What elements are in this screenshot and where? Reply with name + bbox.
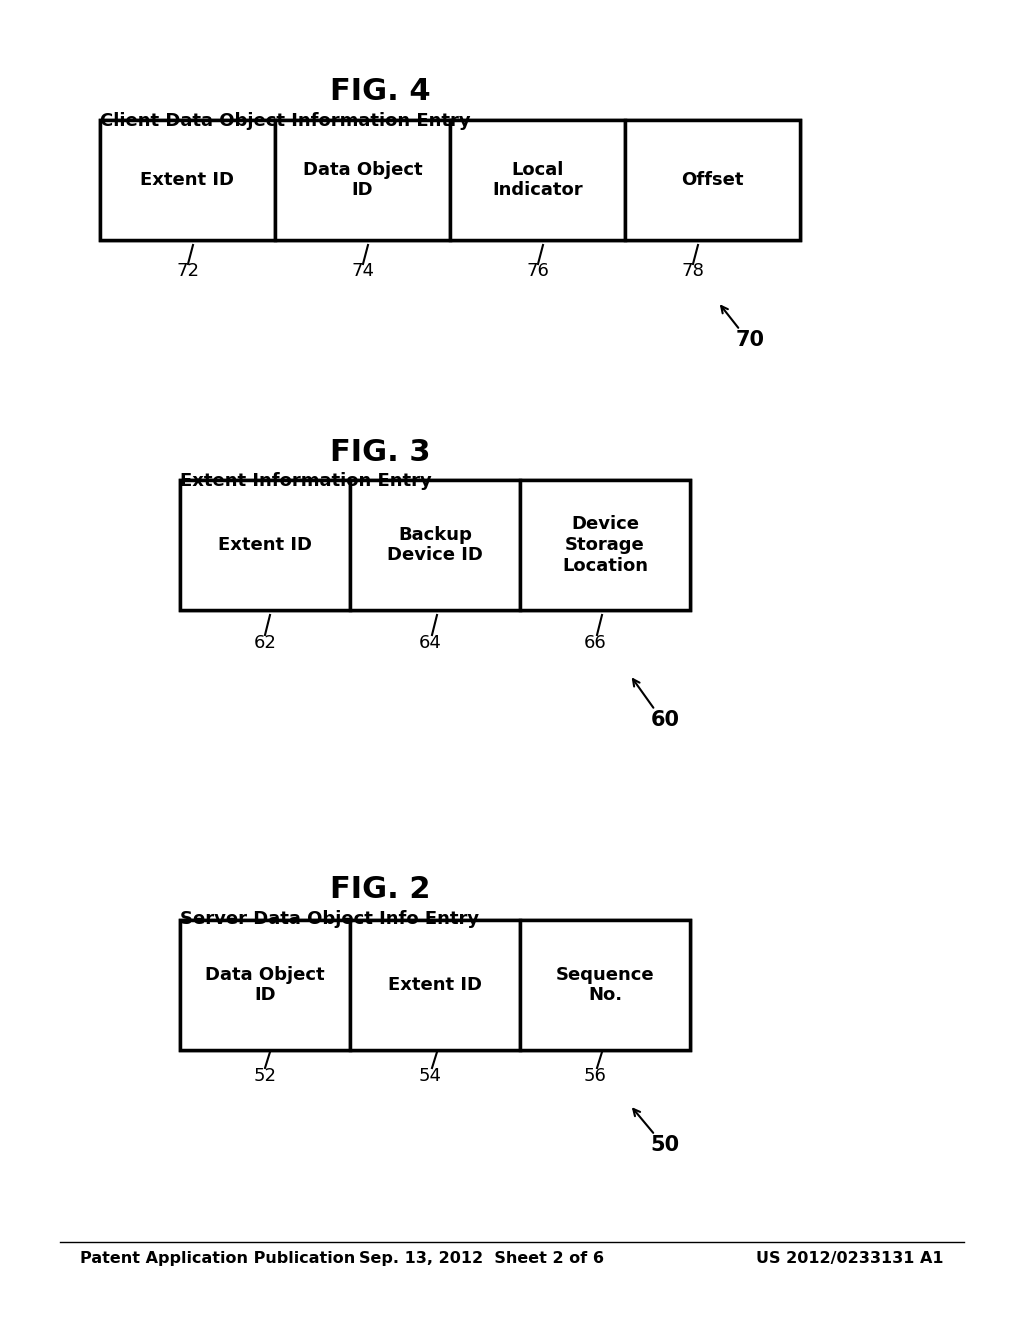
Text: Offset: Offset: [681, 172, 743, 189]
Bar: [100, 120, 275, 240]
Text: 50: 50: [650, 1135, 680, 1155]
Bar: [180, 480, 350, 610]
Text: 66: 66: [584, 634, 606, 652]
Text: 70: 70: [735, 330, 765, 350]
Text: Extent ID: Extent ID: [140, 172, 234, 189]
Bar: [350, 480, 520, 610]
Text: 54: 54: [419, 1067, 441, 1085]
Bar: [450, 120, 625, 240]
Bar: [180, 920, 350, 1049]
Text: Sep. 13, 2012  Sheet 2 of 6: Sep. 13, 2012 Sheet 2 of 6: [358, 1250, 604, 1266]
Text: 76: 76: [526, 261, 550, 280]
Text: FIG. 4: FIG. 4: [330, 77, 430, 106]
Text: Patent Application Publication: Patent Application Publication: [80, 1250, 355, 1266]
Text: Device
Storage
Location: Device Storage Location: [562, 515, 648, 574]
Text: Data Object
ID: Data Object ID: [205, 966, 325, 1005]
Text: 74: 74: [351, 261, 375, 280]
Text: Extent ID: Extent ID: [388, 975, 482, 994]
Bar: [275, 120, 450, 240]
Text: 52: 52: [254, 1067, 276, 1085]
Text: Local
Indicator: Local Indicator: [493, 161, 583, 199]
Text: US 2012/0233131 A1: US 2012/0233131 A1: [757, 1250, 944, 1266]
Bar: [520, 920, 690, 1049]
Text: 72: 72: [176, 261, 200, 280]
Text: Backup
Device ID: Backup Device ID: [387, 525, 483, 565]
Text: Sequence
No.: Sequence No.: [556, 966, 654, 1005]
Text: FIG. 2: FIG. 2: [330, 875, 430, 904]
Text: 78: 78: [682, 261, 705, 280]
Text: 60: 60: [650, 710, 680, 730]
Bar: [180, 480, 690, 610]
Bar: [520, 480, 690, 610]
Text: Extent Information Entry: Extent Information Entry: [180, 473, 432, 490]
Text: 56: 56: [584, 1067, 606, 1085]
Bar: [350, 920, 520, 1049]
Text: Server Data Object Info Entry: Server Data Object Info Entry: [180, 909, 479, 928]
Bar: [100, 120, 800, 240]
Text: FIG. 3: FIG. 3: [330, 438, 430, 467]
Text: 64: 64: [419, 634, 441, 652]
Bar: [625, 120, 800, 240]
Text: Client Data Object Information Entry: Client Data Object Information Entry: [100, 112, 471, 129]
Text: Data Object
ID: Data Object ID: [303, 161, 422, 199]
Text: Extent ID: Extent ID: [218, 536, 312, 554]
Bar: [180, 920, 690, 1049]
Text: 62: 62: [254, 634, 276, 652]
